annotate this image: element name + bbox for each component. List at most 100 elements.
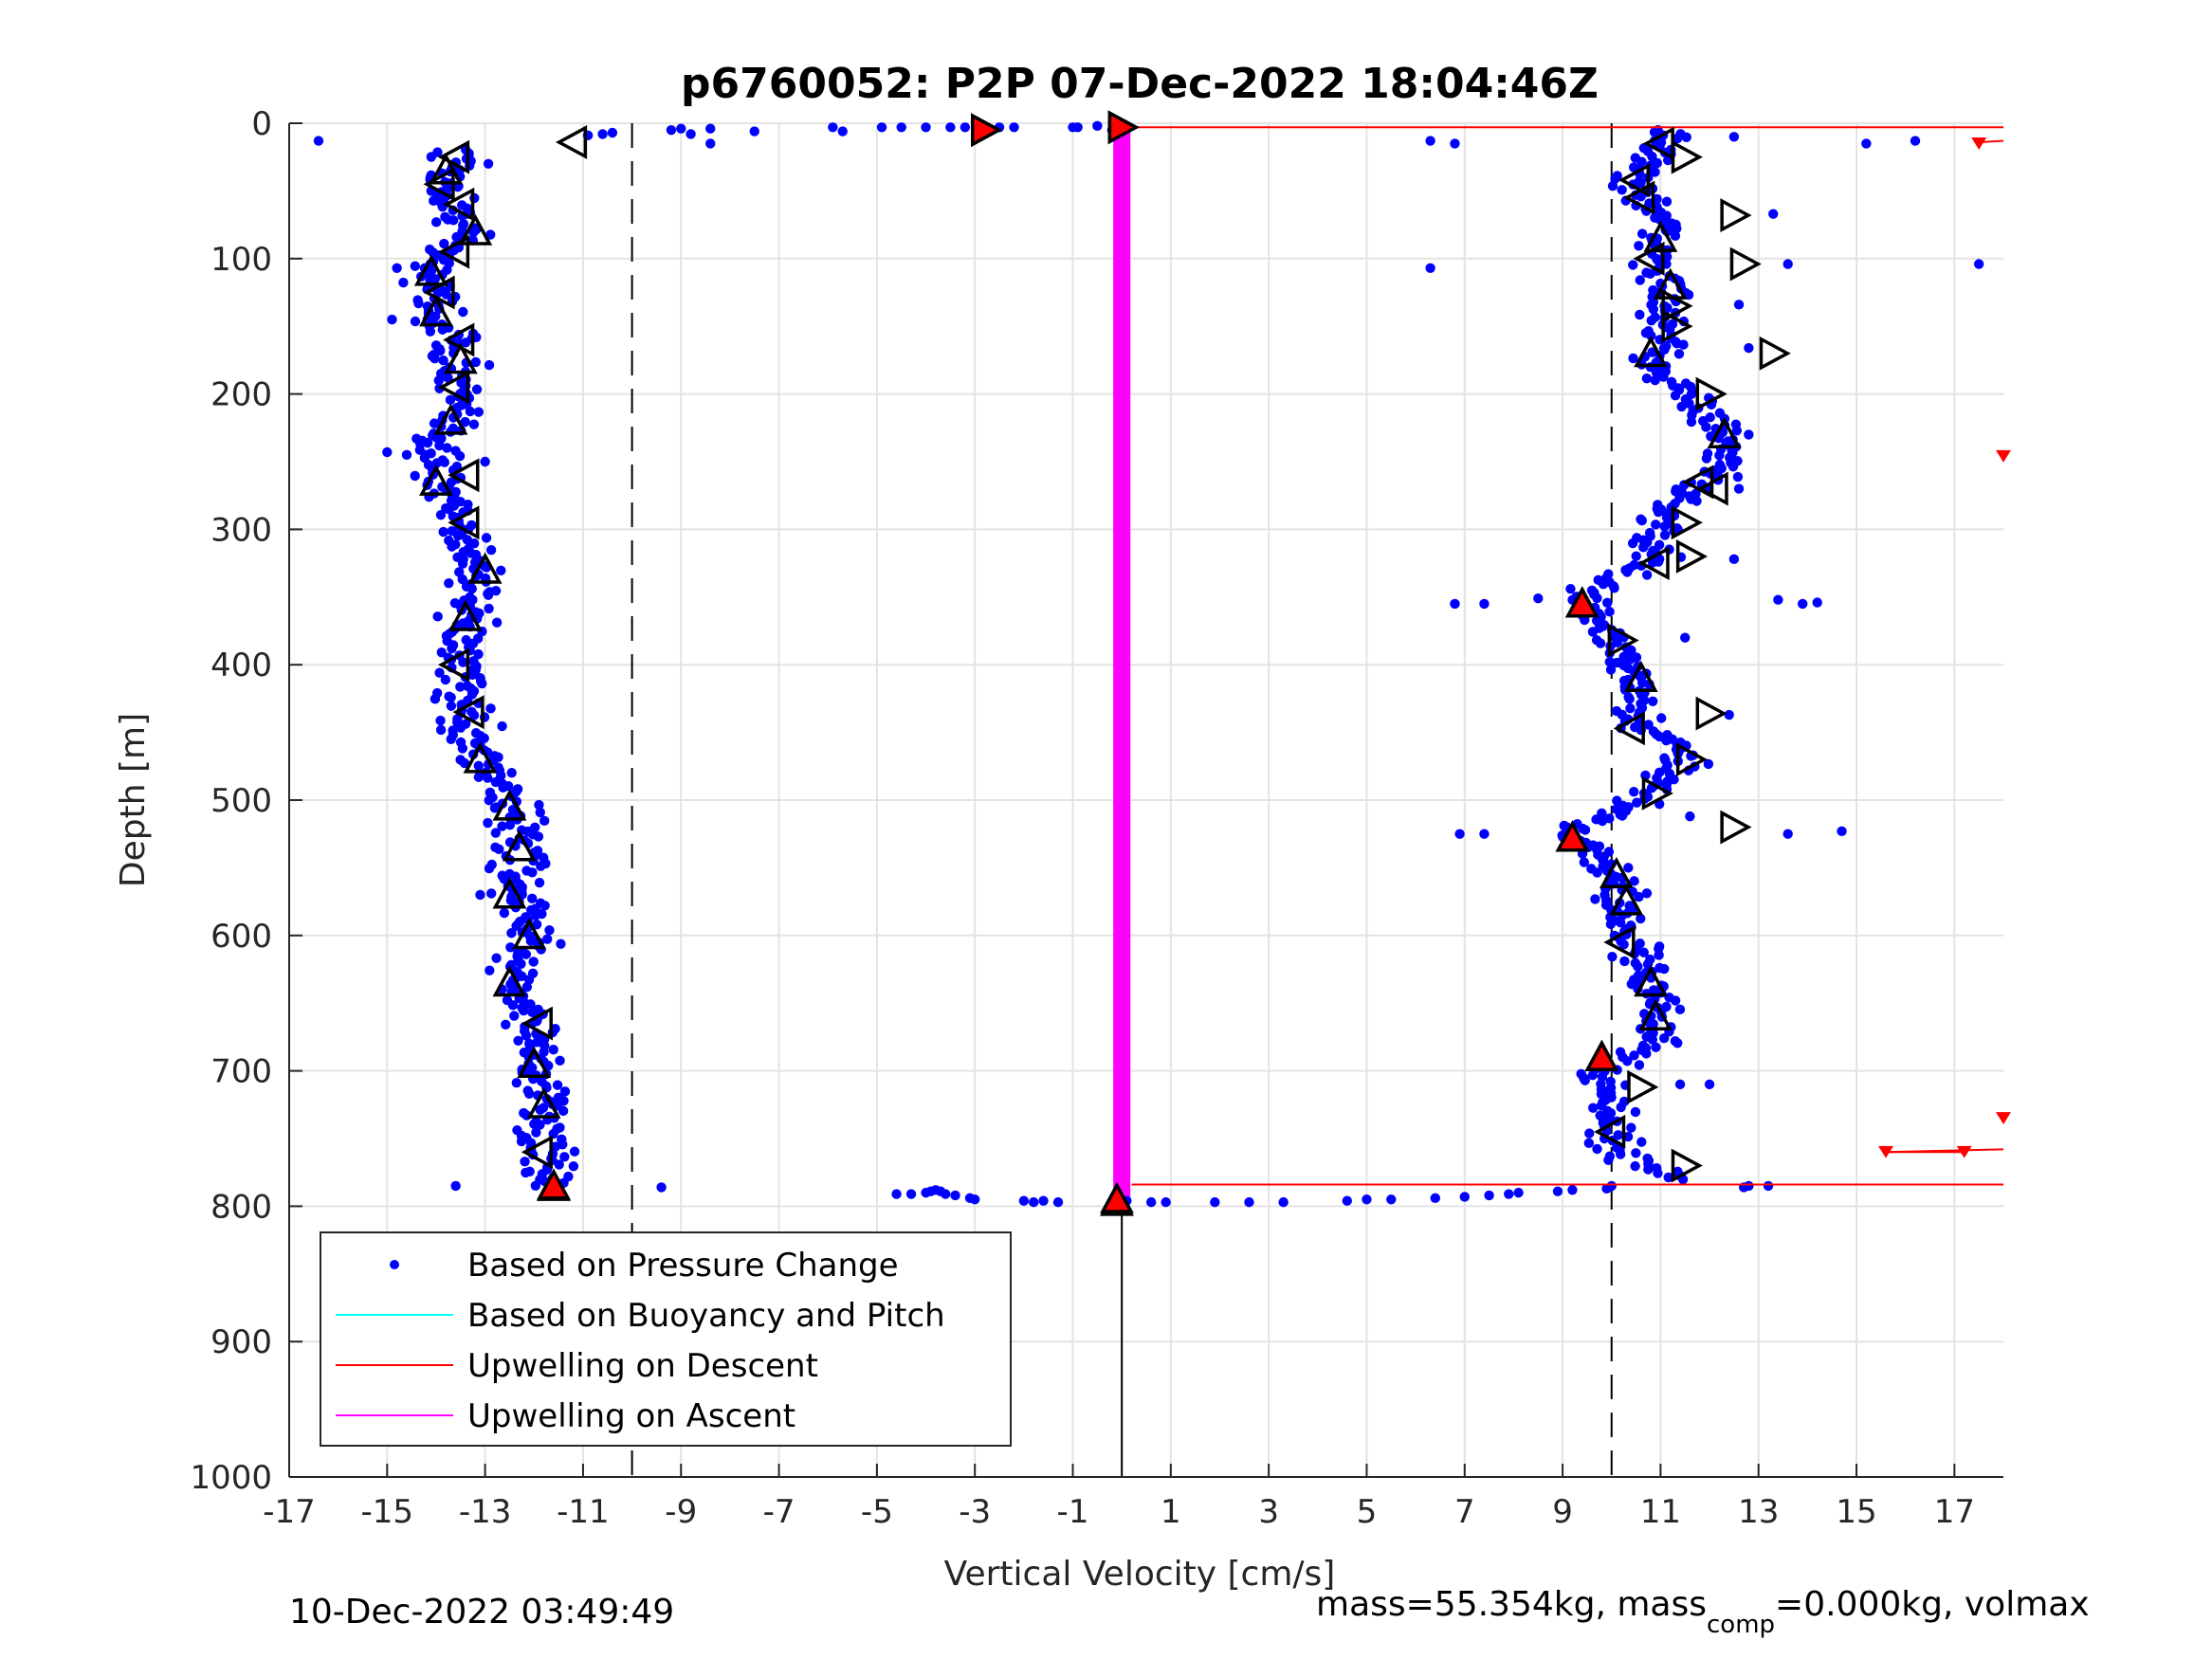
pressure-point <box>1617 811 1628 821</box>
triangle-marker <box>463 741 498 774</box>
pressure-outlier <box>1479 598 1490 610</box>
pressure-outlier <box>1450 598 1460 610</box>
pressure-point <box>484 359 495 371</box>
pressure-point <box>1654 539 1665 550</box>
pressure-point <box>525 999 536 1010</box>
pressure-point <box>1635 275 1645 285</box>
pressure-point <box>1654 950 1664 960</box>
pressure-point <box>1636 191 1646 202</box>
pressure-point <box>1565 584 1576 594</box>
pressure-point <box>435 715 446 726</box>
pressure-point <box>1602 597 1613 609</box>
pressure-point <box>1658 1033 1670 1044</box>
pressure-point <box>1592 867 1602 878</box>
triangle-marker <box>1627 1069 1659 1104</box>
triangle-marker <box>413 254 448 286</box>
triangle-marker <box>1613 711 1645 746</box>
pressure-point <box>446 734 456 745</box>
triangle-marker <box>517 1046 552 1078</box>
pressure-point <box>930 1185 941 1195</box>
pressure-outlier <box>1724 709 1734 720</box>
pressure-point <box>483 773 493 783</box>
pressure-point <box>425 326 436 337</box>
pressure-point <box>1009 122 1019 133</box>
pressure-point <box>1580 825 1591 835</box>
pressure-point <box>525 936 537 946</box>
pressure-point <box>1161 1196 1171 1208</box>
pressure-point <box>432 611 443 622</box>
pressure-outlier <box>1728 132 1740 142</box>
mass-text: mass=55.354kg, mass <box>1316 1585 1707 1624</box>
pressure-point <box>705 123 716 134</box>
triangle-marker <box>1641 775 1673 811</box>
triangle-marker <box>419 464 453 496</box>
pressure-point <box>437 324 448 335</box>
pressure-point <box>485 229 496 240</box>
pressure-point <box>1634 891 1644 902</box>
pressure-point <box>1641 373 1653 384</box>
legend-label: Based on Pressure Change <box>467 1247 899 1285</box>
pressure-point <box>1386 1194 1397 1205</box>
pressure-point <box>1632 797 1642 808</box>
pressure-point <box>441 289 452 300</box>
triangle-marker <box>467 552 503 584</box>
data-layer <box>313 110 2011 1216</box>
pressure-point <box>521 981 533 993</box>
red-triangle-marker <box>1107 110 1140 145</box>
pressure-outlier <box>1685 811 1695 822</box>
triangle-marker <box>437 234 470 269</box>
pressure-point <box>484 795 494 806</box>
pressure-point <box>1628 787 1639 797</box>
pressure-outlier <box>450 1180 461 1192</box>
pressure-point <box>543 1060 554 1071</box>
pressure-point <box>1605 665 1617 675</box>
pressure-point <box>1641 888 1653 899</box>
pressure-outlier <box>401 449 412 461</box>
pressure-point <box>511 1077 522 1088</box>
pressure-point <box>1092 120 1103 132</box>
pressure-point <box>1622 567 1633 577</box>
pressure-outlier <box>1744 342 1754 354</box>
triangle-marker <box>423 275 455 310</box>
triangle-marker <box>492 877 527 909</box>
pressure-outlier <box>1861 138 1872 149</box>
pressure-point <box>1641 1048 1652 1059</box>
triangle-marker <box>1603 925 1636 959</box>
pressure-point <box>1430 1193 1440 1204</box>
pressure-point <box>1616 917 1626 928</box>
pressure-point <box>468 227 479 238</box>
pressure-point <box>460 416 470 428</box>
pressure-point <box>1342 1195 1352 1206</box>
pressure-point <box>442 443 452 453</box>
pressure-outlier <box>387 314 397 325</box>
y-axis-label: Depth [m] <box>114 713 153 887</box>
pressure-point <box>506 768 517 778</box>
pressure-point <box>1626 1122 1636 1133</box>
pressure-point <box>921 122 931 133</box>
triangle-marker <box>1594 1114 1626 1149</box>
pressure-point <box>447 643 457 654</box>
pressure-point <box>1244 1196 1254 1208</box>
y-tick-label: 200 <box>210 376 272 414</box>
pressure-point <box>960 122 971 133</box>
red-triangle-marker <box>1100 1181 1134 1213</box>
pressure-point <box>430 217 442 228</box>
pressure-outlier <box>1782 829 1793 839</box>
legend-box <box>320 1231 1012 1447</box>
triangle-marker <box>1720 810 1752 845</box>
y-tick-label: 800 <box>210 1188 272 1226</box>
pressure-point <box>483 590 494 600</box>
pressure-point <box>483 817 493 829</box>
pressure-point <box>1634 1060 1645 1070</box>
y-tick-label: 100 <box>210 241 272 279</box>
y-tick-label: 1000 <box>190 1459 272 1497</box>
pressure-point <box>1634 241 1644 251</box>
pressure-point <box>1636 515 1648 526</box>
pressure-point <box>1633 961 1643 972</box>
triangle-marker <box>1695 376 1728 411</box>
pressure-point <box>471 384 483 394</box>
pressure-point <box>1459 1192 1470 1202</box>
pressure-point <box>410 470 420 482</box>
x-tick-label: -7 <box>763 1493 795 1531</box>
pressure-point <box>436 647 447 658</box>
